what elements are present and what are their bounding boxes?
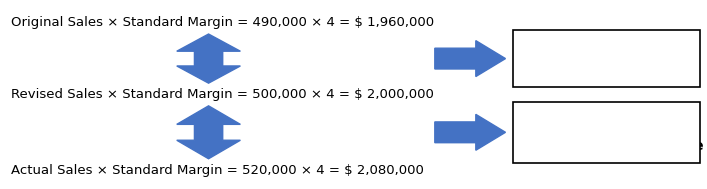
FancyBboxPatch shape [513, 30, 700, 87]
Text: $ 40,000: $ 40,000 [525, 39, 587, 53]
Text: Market Share Variance: Market Share Variance [525, 139, 704, 153]
Text: Revised Sales × Standard Margin = 500,000 × 4 = $ 2,000,000: Revised Sales × Standard Margin = 500,00… [11, 88, 433, 101]
Text: Original Sales × Standard Margin = 490,000 × 4 = $ 1,960,000: Original Sales × Standard Margin = 490,0… [11, 16, 433, 29]
Polygon shape [435, 41, 506, 77]
Polygon shape [435, 114, 506, 150]
Polygon shape [177, 34, 240, 83]
Text: Actual Sales × Standard Margin = 520,000 × 4 = $ 2,080,000: Actual Sales × Standard Margin = 520,000… [11, 164, 423, 177]
Polygon shape [177, 106, 240, 159]
FancyBboxPatch shape [513, 102, 700, 163]
Text: Market Size Variance: Market Size Variance [525, 64, 690, 78]
Text: $ 80,000: $ 80,000 [525, 112, 587, 126]
